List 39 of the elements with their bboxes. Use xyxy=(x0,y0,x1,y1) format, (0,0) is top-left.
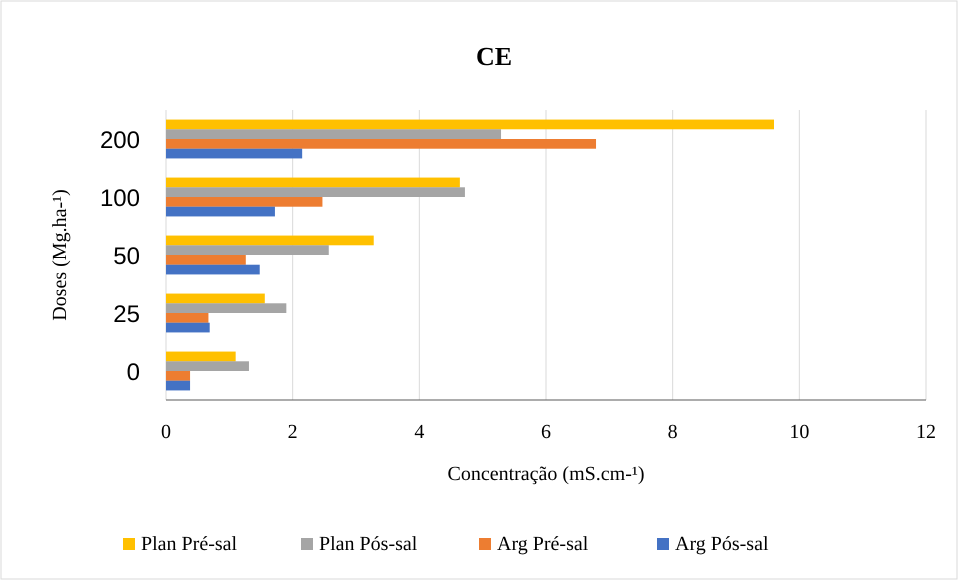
bar xyxy=(166,264,260,274)
x-tick-label: 12 xyxy=(916,421,936,443)
x-tick-label: 6 xyxy=(541,421,551,443)
legend-label: Arg Pós-sal xyxy=(675,533,769,555)
bar xyxy=(166,371,190,381)
x-tick-label: 10 xyxy=(789,421,810,443)
bar xyxy=(166,178,460,188)
bar xyxy=(166,255,246,265)
legend-label: Plan Pós-sal xyxy=(319,533,418,555)
bar xyxy=(166,120,774,130)
x-tick-label: 8 xyxy=(668,421,678,443)
bar xyxy=(166,322,210,332)
bar xyxy=(166,197,322,207)
y-tick-label: 50 xyxy=(113,243,140,270)
bar xyxy=(166,129,502,139)
y-axis-title: Doses (Mg.ha-¹) xyxy=(49,189,71,321)
x-tick-label: 4 xyxy=(414,421,424,443)
x-tick-label: 0 xyxy=(161,421,171,443)
bar xyxy=(166,206,275,216)
y-tick-label: 200 xyxy=(100,127,140,154)
bar xyxy=(166,294,265,304)
y-tick-label: 25 xyxy=(113,301,140,328)
bar xyxy=(166,148,302,158)
bar xyxy=(166,303,286,313)
bar xyxy=(166,139,596,149)
bar xyxy=(166,313,208,323)
y-tick-label: 0 xyxy=(126,359,140,386)
bar xyxy=(166,352,236,362)
bar xyxy=(166,361,249,371)
bar xyxy=(166,236,374,246)
bar xyxy=(166,187,465,197)
legend-label: Arg Pré-sal xyxy=(497,533,589,555)
x-tick-label: 2 xyxy=(288,421,298,443)
bar xyxy=(166,245,329,255)
x-axis-title: Concentração (mS.cm-¹) xyxy=(447,463,645,485)
legend-label: Plan Pré-sal xyxy=(141,533,238,555)
y-tick-label: 100 xyxy=(100,185,140,212)
chart-title: CE xyxy=(476,42,512,71)
bar xyxy=(166,380,190,390)
